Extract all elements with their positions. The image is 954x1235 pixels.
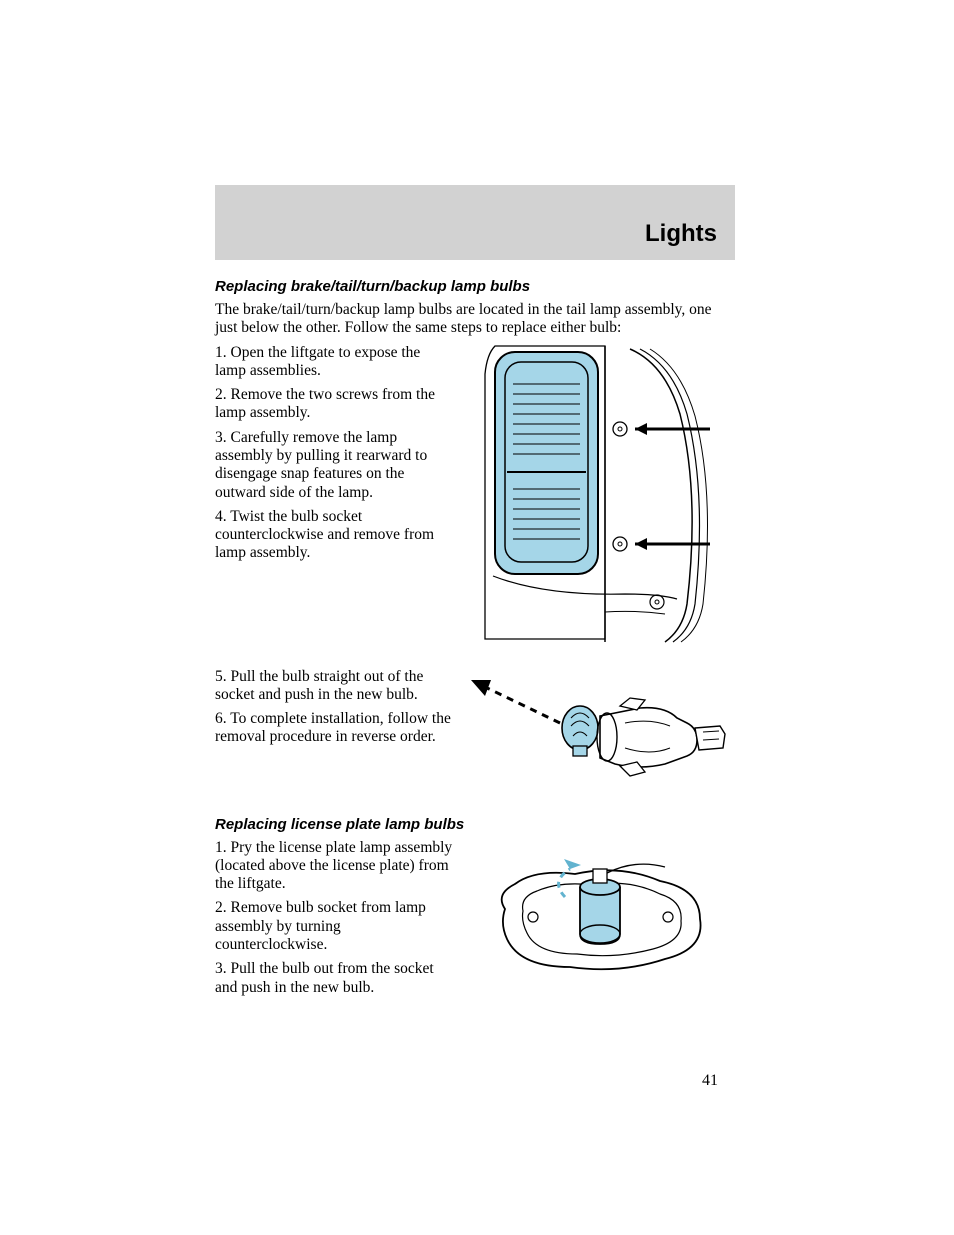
step-2: 2. Remove the two screws from the lamp a…: [215, 386, 455, 423]
figure-bulb-socket: [465, 668, 735, 788]
step-4: 4. Twist the bulb socket counterclockwis…: [215, 508, 455, 563]
s2-step-1: 1. Pry the license plate lamp assembly (…: [215, 839, 455, 894]
step-6: 6. To complete installation, follow the …: [215, 710, 455, 747]
section2-text: 1. Pry the license plate lamp assembly (…: [215, 839, 455, 1003]
s2-step-2: 2. Remove bulb socket from lamp assembly…: [215, 899, 455, 954]
subheading-2: Replacing license plate lamp bulbs: [215, 816, 735, 833]
bulb-socket-svg: [465, 668, 735, 788]
page-content: Replacing brake/tail/turn/backup lamp bu…: [215, 278, 735, 1003]
step-5: 5. Pull the bulb straight out of the soc…: [215, 668, 455, 705]
intro-paragraph: The brake/tail/turn/backup lamp bulbs ar…: [215, 301, 735, 338]
taillamp-svg: [465, 344, 735, 644]
section-header-band: Lights: [215, 185, 735, 260]
figure-taillamp: [465, 344, 735, 644]
steps-a-text: 1. Open the liftgate to expose the lamp …: [215, 344, 455, 644]
steps-b-text: 5. Pull the bulb straight out of the soc…: [215, 668, 455, 788]
s2-step-3: 3. Pull the bulb out from the socket and…: [215, 960, 455, 997]
page-number: 41: [702, 1072, 718, 1090]
section-header-title: Lights: [645, 220, 717, 248]
subheading-1: Replacing brake/tail/turn/backup lamp bu…: [215, 278, 735, 295]
block-steps-a: 1. Open the liftgate to expose the lamp …: [215, 344, 735, 644]
license-lamp-svg: [465, 839, 735, 989]
block-steps-b: 5. Pull the bulb straight out of the soc…: [215, 668, 735, 788]
step-1: 1. Open the liftgate to expose the lamp …: [215, 344, 455, 381]
block-section2: 1. Pry the license plate lamp assembly (…: [215, 839, 735, 1003]
step-3: 3. Carefully remove the lamp assembly by…: [215, 429, 455, 502]
figure-license-lamp: [465, 839, 735, 1003]
